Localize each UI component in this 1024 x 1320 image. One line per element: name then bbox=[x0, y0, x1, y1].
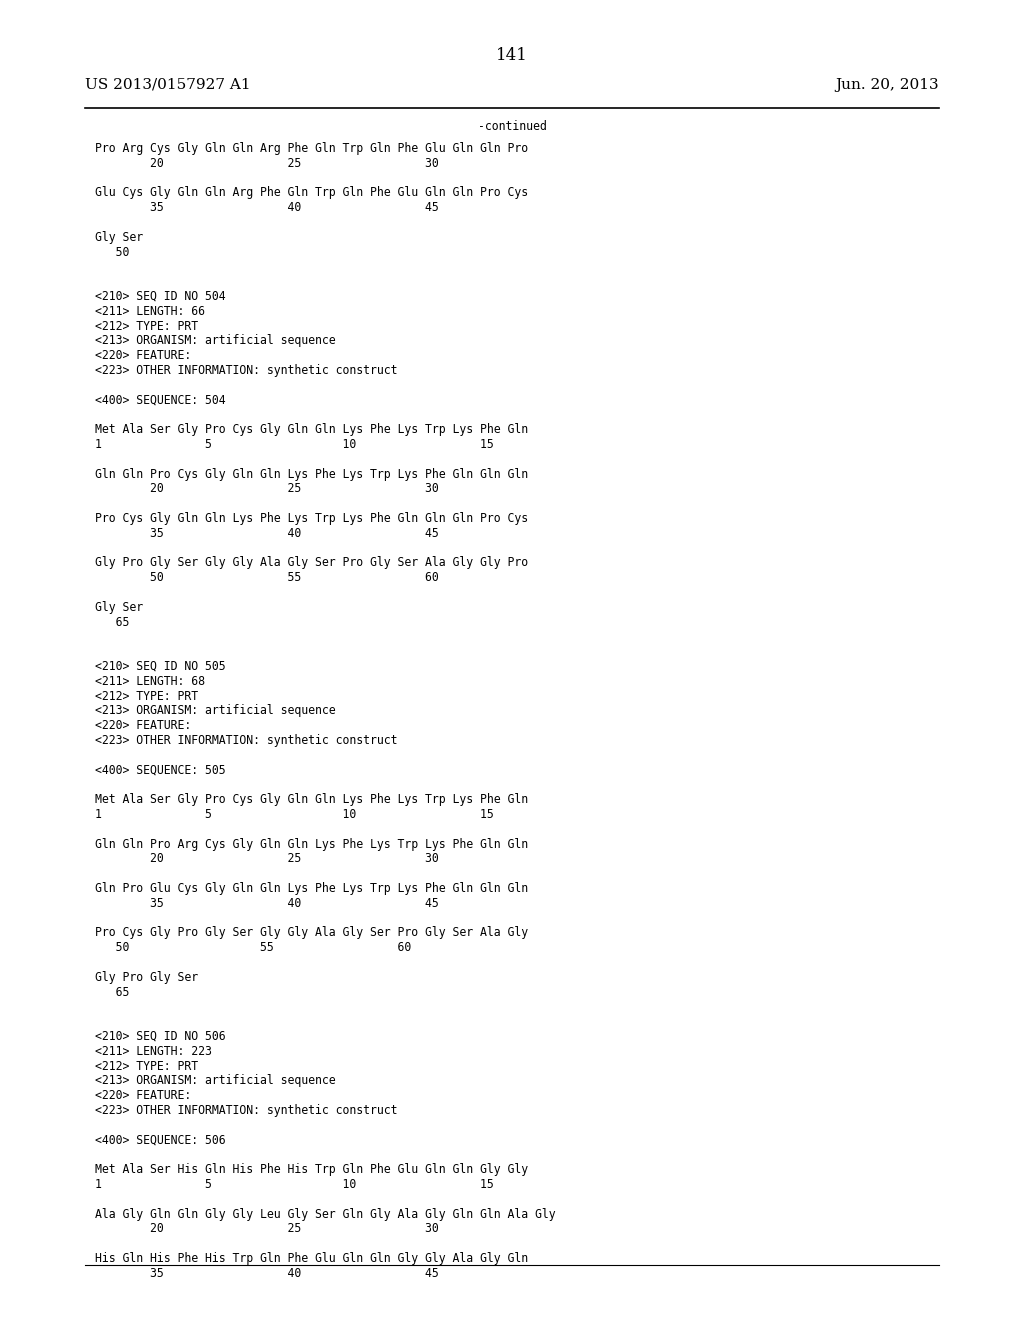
Text: <211> LENGTH: 68: <211> LENGTH: 68 bbox=[95, 675, 205, 688]
Text: <400> SEQUENCE: 505: <400> SEQUENCE: 505 bbox=[95, 763, 225, 776]
Text: <220> FEATURE:: <220> FEATURE: bbox=[95, 350, 191, 362]
Text: 20                  25                  30: 20 25 30 bbox=[95, 1222, 438, 1236]
Text: 65: 65 bbox=[95, 986, 129, 999]
Text: Gln Gln Pro Arg Cys Gly Gln Gln Lys Phe Lys Trp Lys Phe Gln Gln: Gln Gln Pro Arg Cys Gly Gln Gln Lys Phe … bbox=[95, 838, 528, 850]
Text: 50                   55                  60: 50 55 60 bbox=[95, 941, 412, 954]
Text: <212> TYPE: PRT: <212> TYPE: PRT bbox=[95, 689, 198, 702]
Text: Met Ala Ser Gly Pro Cys Gly Gln Gln Lys Phe Lys Trp Lys Phe Gln: Met Ala Ser Gly Pro Cys Gly Gln Gln Lys … bbox=[95, 793, 528, 807]
Text: Pro Arg Cys Gly Gln Gln Arg Phe Gln Trp Gln Phe Glu Gln Gln Pro: Pro Arg Cys Gly Gln Gln Arg Phe Gln Trp … bbox=[95, 143, 528, 154]
Text: US 2013/0157927 A1: US 2013/0157927 A1 bbox=[85, 78, 251, 92]
Text: 20                  25                  30: 20 25 30 bbox=[95, 853, 438, 866]
Text: <223> OTHER INFORMATION: synthetic construct: <223> OTHER INFORMATION: synthetic const… bbox=[95, 364, 397, 378]
Text: <211> LENGTH: 223: <211> LENGTH: 223 bbox=[95, 1045, 212, 1057]
Text: Gly Pro Gly Ser: Gly Pro Gly Ser bbox=[95, 970, 198, 983]
Text: <212> TYPE: PRT: <212> TYPE: PRT bbox=[95, 319, 198, 333]
Text: Gly Ser: Gly Ser bbox=[95, 601, 143, 614]
Text: 35                  40                  45: 35 40 45 bbox=[95, 201, 438, 214]
Text: 1               5                   10                  15: 1 5 10 15 bbox=[95, 808, 494, 821]
Text: Gln Pro Glu Cys Gly Gln Gln Lys Phe Lys Trp Lys Phe Gln Gln Gln: Gln Pro Glu Cys Gly Gln Gln Lys Phe Lys … bbox=[95, 882, 528, 895]
Text: Gly Pro Gly Ser Gly Gly Ala Gly Ser Pro Gly Ser Ala Gly Gly Pro: Gly Pro Gly Ser Gly Gly Ala Gly Ser Pro … bbox=[95, 557, 528, 569]
Text: <400> SEQUENCE: 506: <400> SEQUENCE: 506 bbox=[95, 1134, 225, 1147]
Text: -continued: -continued bbox=[477, 120, 547, 132]
Text: 20                  25                  30: 20 25 30 bbox=[95, 482, 438, 495]
Text: 1               5                   10                  15: 1 5 10 15 bbox=[95, 438, 494, 451]
Text: 20                  25                  30: 20 25 30 bbox=[95, 157, 438, 170]
Text: His Gln His Phe His Trp Gln Phe Glu Gln Gln Gly Gly Ala Gly Gln: His Gln His Phe His Trp Gln Phe Glu Gln … bbox=[95, 1251, 528, 1265]
Text: Gly Ser: Gly Ser bbox=[95, 231, 143, 244]
Text: <211> LENGTH: 66: <211> LENGTH: 66 bbox=[95, 305, 205, 318]
Text: 35                  40                  45: 35 40 45 bbox=[95, 527, 438, 540]
Text: 141: 141 bbox=[496, 46, 528, 63]
Text: 65: 65 bbox=[95, 615, 129, 628]
Text: <220> FEATURE:: <220> FEATURE: bbox=[95, 719, 191, 733]
Text: Glu Cys Gly Gln Gln Arg Phe Gln Trp Gln Phe Glu Gln Gln Pro Cys: Glu Cys Gly Gln Gln Arg Phe Gln Trp Gln … bbox=[95, 186, 528, 199]
Text: <213> ORGANISM: artificial sequence: <213> ORGANISM: artificial sequence bbox=[95, 334, 336, 347]
Text: 50: 50 bbox=[95, 246, 129, 259]
Text: <220> FEATURE:: <220> FEATURE: bbox=[95, 1089, 191, 1102]
Text: <400> SEQUENCE: 504: <400> SEQUENCE: 504 bbox=[95, 393, 225, 407]
Text: <210> SEQ ID NO 505: <210> SEQ ID NO 505 bbox=[95, 660, 225, 673]
Text: <223> OTHER INFORMATION: synthetic construct: <223> OTHER INFORMATION: synthetic const… bbox=[95, 1104, 397, 1117]
Text: Pro Cys Gly Pro Gly Ser Gly Gly Ala Gly Ser Pro Gly Ser Ala Gly: Pro Cys Gly Pro Gly Ser Gly Gly Ala Gly … bbox=[95, 927, 528, 940]
Text: Pro Cys Gly Gln Gln Lys Phe Lys Trp Lys Phe Gln Gln Gln Pro Cys: Pro Cys Gly Gln Gln Lys Phe Lys Trp Lys … bbox=[95, 512, 528, 525]
Text: <210> SEQ ID NO 504: <210> SEQ ID NO 504 bbox=[95, 290, 225, 304]
Text: Met Ala Ser Gly Pro Cys Gly Gln Gln Lys Phe Lys Trp Lys Phe Gln: Met Ala Ser Gly Pro Cys Gly Gln Gln Lys … bbox=[95, 424, 528, 436]
Text: 50                  55                  60: 50 55 60 bbox=[95, 572, 438, 585]
Text: <212> TYPE: PRT: <212> TYPE: PRT bbox=[95, 1060, 198, 1073]
Text: <223> OTHER INFORMATION: synthetic construct: <223> OTHER INFORMATION: synthetic const… bbox=[95, 734, 397, 747]
Text: Gln Gln Pro Cys Gly Gln Gln Lys Phe Lys Trp Lys Phe Gln Gln Gln: Gln Gln Pro Cys Gly Gln Gln Lys Phe Lys … bbox=[95, 467, 528, 480]
Text: 1               5                   10                  15: 1 5 10 15 bbox=[95, 1177, 494, 1191]
Text: <210> SEQ ID NO 506: <210> SEQ ID NO 506 bbox=[95, 1030, 225, 1043]
Text: 35                  40                  45: 35 40 45 bbox=[95, 896, 438, 909]
Text: Met Ala Ser His Gln His Phe His Trp Gln Phe Glu Gln Gln Gly Gly: Met Ala Ser His Gln His Phe His Trp Gln … bbox=[95, 1163, 528, 1176]
Text: Jun. 20, 2013: Jun. 20, 2013 bbox=[836, 78, 939, 92]
Text: Ala Gly Gln Gln Gly Gly Leu Gly Ser Gln Gly Ala Gly Gln Gln Ala Gly: Ala Gly Gln Gln Gly Gly Leu Gly Ser Gln … bbox=[95, 1208, 556, 1221]
Text: <213> ORGANISM: artificial sequence: <213> ORGANISM: artificial sequence bbox=[95, 705, 336, 717]
Text: 35                  40                  45: 35 40 45 bbox=[95, 1267, 438, 1280]
Text: <213> ORGANISM: artificial sequence: <213> ORGANISM: artificial sequence bbox=[95, 1074, 336, 1088]
